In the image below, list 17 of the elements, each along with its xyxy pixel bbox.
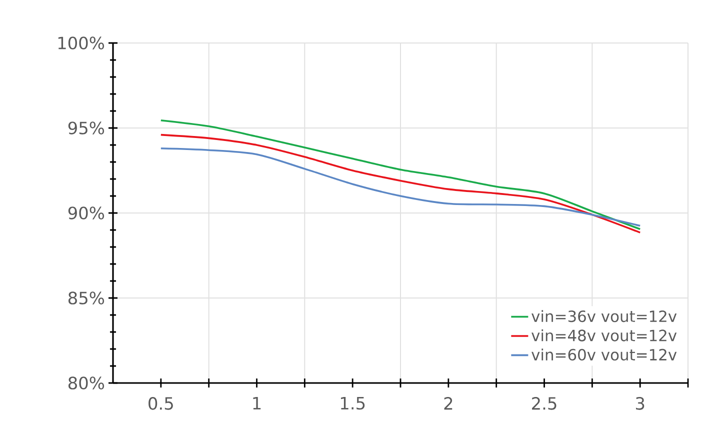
y-tick-label: 90%	[68, 206, 104, 220]
x-tick-label: 2	[444, 397, 452, 410]
x-tick-label: 2.5	[532, 397, 556, 410]
legend-label: vin=48v vout=12v	[532, 329, 677, 342]
x-tick-label: 0.5	[148, 397, 173, 410]
line-series	[160, 134, 641, 234]
line-series	[160, 119, 641, 230]
x-tick-label: 3	[636, 397, 644, 410]
y-tick-label: 80%	[68, 376, 104, 390]
y-tick-label: 85%	[68, 292, 104, 304]
legend-label: vin=60v vout=12v	[532, 348, 677, 361]
x-tick-label: 1	[253, 397, 261, 410]
x-tick-label: 1.5	[340, 397, 365, 410]
line-series	[160, 148, 641, 227]
y-tick-label: 95%	[68, 122, 104, 134]
y-tick-label: 100%	[58, 36, 104, 50]
legend-label: vin=36v vout=12v	[532, 310, 677, 322]
